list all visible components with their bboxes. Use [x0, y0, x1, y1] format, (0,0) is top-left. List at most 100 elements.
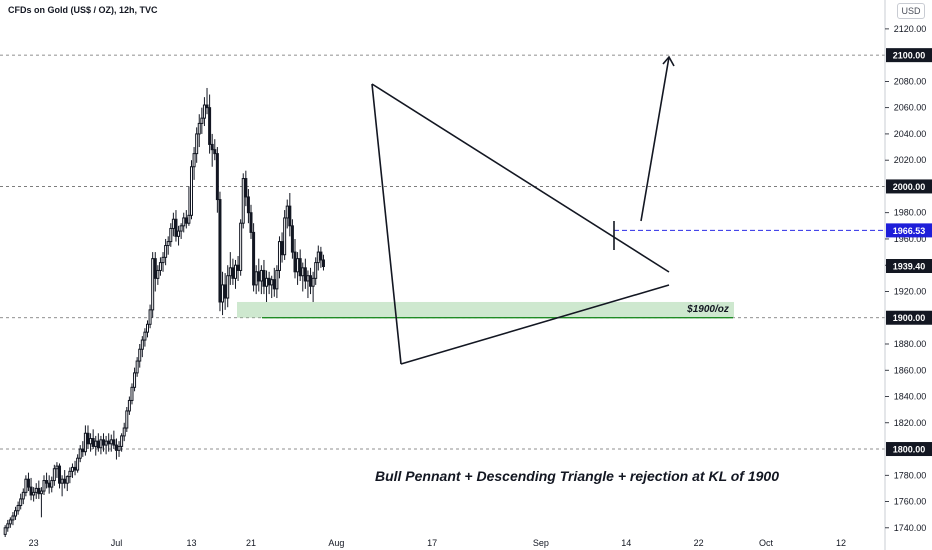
y-tick-label: 2080.00 — [894, 76, 927, 86]
candle-110 — [288, 193, 292, 237]
candle-106 — [277, 236, 281, 279]
candle-118 — [309, 267, 313, 295]
candle-17 — [47, 475, 51, 494]
candle-62 — [164, 238, 168, 266]
candle-64 — [169, 223, 173, 247]
y-axis[interactable]: 1740.00 1760.00 1780.00 1820.00 1840.00 1860.… — [884, 0, 932, 550]
y-tick-label: 2020.00 — [894, 155, 927, 165]
svg-text:1966.53: 1966.53 — [893, 226, 926, 236]
candle-36 — [96, 433, 100, 452]
candle-77 — [202, 97, 206, 127]
breakout-arrow-shaft — [640, 56, 670, 222]
candle-80 — [210, 133, 214, 167]
candle-67 — [177, 225, 181, 246]
y-tick-label: 1820.00 — [894, 418, 927, 428]
candle-71 — [187, 186, 191, 226]
candle-43 — [114, 438, 118, 460]
candle-100 — [262, 259, 266, 295]
candle-44 — [117, 441, 121, 457]
candle-103 — [270, 275, 274, 299]
candle-84 — [221, 271, 225, 316]
candle-92 — [241, 173, 245, 229]
candle-10 — [29, 477, 33, 501]
candle-23 — [63, 470, 67, 489]
x-tick-label: 13 — [186, 538, 196, 548]
candle-32 — [86, 425, 90, 450]
symbol-title: CFDs on Gold (US$ / OZ), 12h, TVC — [8, 5, 158, 15]
candle-12 — [34, 483, 38, 499]
y-tick-label: 2060.00 — [894, 103, 927, 113]
candle-109 — [285, 199, 289, 229]
candle-50 — [133, 367, 137, 392]
candle-114 — [298, 249, 302, 281]
y-tick-label: 1880.00 — [894, 339, 927, 349]
candle-89 — [233, 259, 237, 289]
candle-104 — [272, 267, 276, 297]
x-tick-label: 23 — [29, 538, 39, 548]
candle-15 — [42, 475, 46, 495]
candle-91 — [239, 219, 243, 276]
currency-button[interactable]: USD — [897, 3, 925, 19]
candle-58 — [153, 252, 157, 292]
x-tick-label: 14 — [621, 538, 631, 548]
candle-102 — [267, 271, 271, 295]
x-tick-label: Oct — [759, 538, 774, 548]
candle-87 — [228, 252, 232, 285]
candle-90 — [236, 256, 240, 281]
candle-63 — [166, 236, 170, 255]
candle-52 — [138, 343, 142, 368]
y-tick-label: 1920.00 — [894, 286, 927, 296]
candle-76 — [200, 107, 204, 134]
candle-30 — [81, 441, 85, 457]
candle-121 — [316, 245, 320, 271]
svg-text:1939.40: 1939.40 — [893, 262, 926, 272]
x-tick-label: 17 — [427, 538, 437, 548]
candle-38 — [102, 433, 106, 452]
candle-1 — [6, 519, 10, 532]
candle-40 — [107, 433, 111, 452]
y-tick-label: 1740.00 — [894, 523, 927, 533]
candle-51 — [135, 357, 139, 377]
svg-text:2000.00: 2000.00 — [893, 182, 926, 192]
candle-29 — [78, 445, 82, 463]
candle-74 — [195, 127, 199, 163]
candle-101 — [265, 270, 269, 302]
candle-35 — [94, 435, 98, 456]
candle-46 — [122, 422, 126, 442]
candle-19 — [52, 464, 56, 486]
candle-8 — [24, 475, 28, 497]
x-axis[interactable]: 23 Jul 13 21 Aug 17 Sep 14 22 Oct 12 — [29, 538, 846, 548]
candle-82 — [215, 147, 219, 213]
candle-120 — [314, 257, 318, 285]
candle-31 — [83, 425, 87, 456]
y-tick-label: 1980.00 — [894, 208, 927, 218]
pennant-left-edge — [371, 83, 402, 365]
candle-24 — [65, 475, 69, 492]
y-tick-label: 1960.00 — [894, 234, 927, 244]
candle-112 — [293, 238, 297, 279]
candle-83 — [218, 191, 222, 312]
candle-73 — [192, 147, 196, 180]
candle-26 — [70, 463, 74, 478]
candle-9 — [26, 472, 30, 492]
pennant-upper-line — [371, 83, 670, 273]
candle-18 — [50, 476, 54, 493]
candle-11 — [32, 487, 36, 502]
y-tick-label: 1760.00 — [894, 497, 927, 507]
candle-81 — [213, 139, 217, 161]
price-label-1966.53: 1966.53 — [886, 223, 932, 238]
x-tick-label: Aug — [328, 538, 344, 548]
candle-105 — [275, 265, 279, 299]
svg-text:1900.00: 1900.00 — [893, 313, 926, 323]
candle-119 — [311, 271, 315, 302]
candle-79 — [208, 94, 212, 154]
y-tick-label: 2040.00 — [894, 129, 927, 139]
price-label-2000.00: 2000.00 — [886, 179, 932, 194]
candle-75 — [197, 114, 201, 148]
breakout-arrow-head — [662, 55, 675, 67]
x-tick-label: 22 — [694, 538, 704, 548]
candle-25 — [68, 467, 72, 484]
candle-123 — [321, 254, 325, 271]
candle-66 — [174, 210, 178, 242]
